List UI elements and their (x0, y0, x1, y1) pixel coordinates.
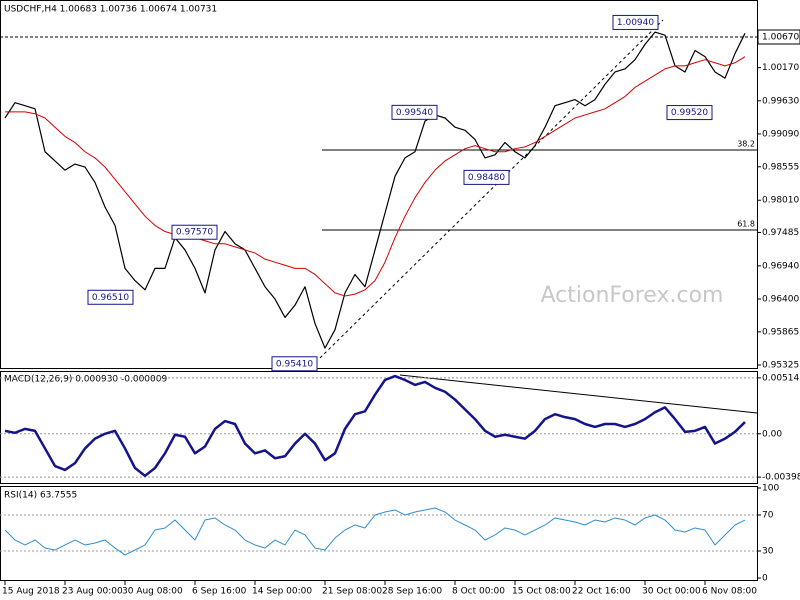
fib-label: 38.2 (737, 140, 755, 149)
annotation-label: 0.98480 (468, 173, 505, 183)
trend-line (319, 19, 664, 359)
y-tick-label: 0 (762, 574, 768, 584)
y-tick-label: 0.99630 (762, 96, 799, 106)
annotation-box (87, 289, 134, 305)
annotation-label: 0.99540 (396, 108, 433, 118)
y-tick-label: 0.97485 (762, 228, 799, 238)
chart-title: USDCHF,H4 1.00683 1.00736 1.00674 1.0073… (4, 5, 217, 15)
y-tick-label: 30 (762, 547, 774, 557)
indicator-line (4, 374, 746, 478)
annotation-label: 0.99520 (671, 108, 708, 118)
rsi-title: RSI(14) 63.7555 (4, 491, 77, 501)
annotation-box (463, 169, 510, 185)
macd-trend-line (399, 374, 758, 414)
annotation-box (391, 104, 438, 120)
annotation-label: 0.97570 (176, 228, 213, 238)
annotation-box (612, 14, 659, 30)
y-tick-label: 100 (762, 484, 779, 494)
y-tick-label: 0.99090 (762, 129, 799, 139)
y-tick-label: 0.96400 (762, 295, 799, 305)
y-tick-label: 70 (762, 511, 774, 521)
y-tick-label: 0.00 (762, 429, 782, 439)
indicator-line (4, 507, 746, 556)
x-tick-label: 30 Oct 00:00 (642, 587, 701, 597)
x-tick-label: 28 Sep 16:00 (382, 587, 442, 597)
y-tick-label: 1.00670 (762, 33, 799, 43)
price-panel (0, 0, 758, 369)
x-tick-label: 15 Oct 08:00 (512, 587, 571, 597)
rsi-panel (0, 486, 758, 581)
x-tick-label: 22 Oct 16:00 (572, 587, 631, 597)
moving-average (5, 56, 746, 297)
annotation-label: 0.96510 (92, 293, 129, 303)
x-tick-label: 23 Aug 00:00 (62, 587, 123, 597)
y-tick-label: 0.95325 (762, 360, 799, 370)
y-tick-label: 0.98555 (762, 162, 799, 172)
x-tick-label: 15 Aug 2018 (2, 587, 60, 597)
price-line-series (4, 31, 746, 349)
x-tick-label: 8 Oct 00:00 (452, 587, 505, 597)
y-tick-label: 0.98010 (762, 196, 799, 206)
annotation-label: 1.00940 (617, 18, 654, 28)
x-tick-label: 6 Sep 16:00 (192, 587, 247, 597)
x-tick-label: 6 Nov 08:00 (702, 587, 757, 597)
macd-panel (0, 371, 758, 484)
x-tick-label: 14 Sep 00:00 (252, 587, 312, 597)
fib-label: 61.8 (737, 220, 755, 229)
watermark: ActionForex.com (541, 283, 724, 308)
y-tick-label: -0.003989 (762, 473, 800, 483)
annotation-box (666, 105, 713, 121)
annotation-box (171, 224, 218, 240)
annotation-label: 0.95410 (276, 359, 313, 369)
x-tick-label: 21 Sep 08:00 (322, 587, 382, 597)
y-tick-label: 1.00170 (762, 63, 799, 73)
y-tick-label: 0.96940 (762, 261, 799, 271)
annotation-box (271, 356, 318, 372)
y-tick-label: 0.95865 (762, 327, 799, 337)
x-tick-label: 30 Aug 08:00 (122, 587, 183, 597)
macd-title: MACD(12,26,9) 0.000930 -0.000009 (4, 375, 167, 385)
y-tick-label: 0.005145 (762, 373, 800, 383)
price-box (757, 29, 800, 45)
